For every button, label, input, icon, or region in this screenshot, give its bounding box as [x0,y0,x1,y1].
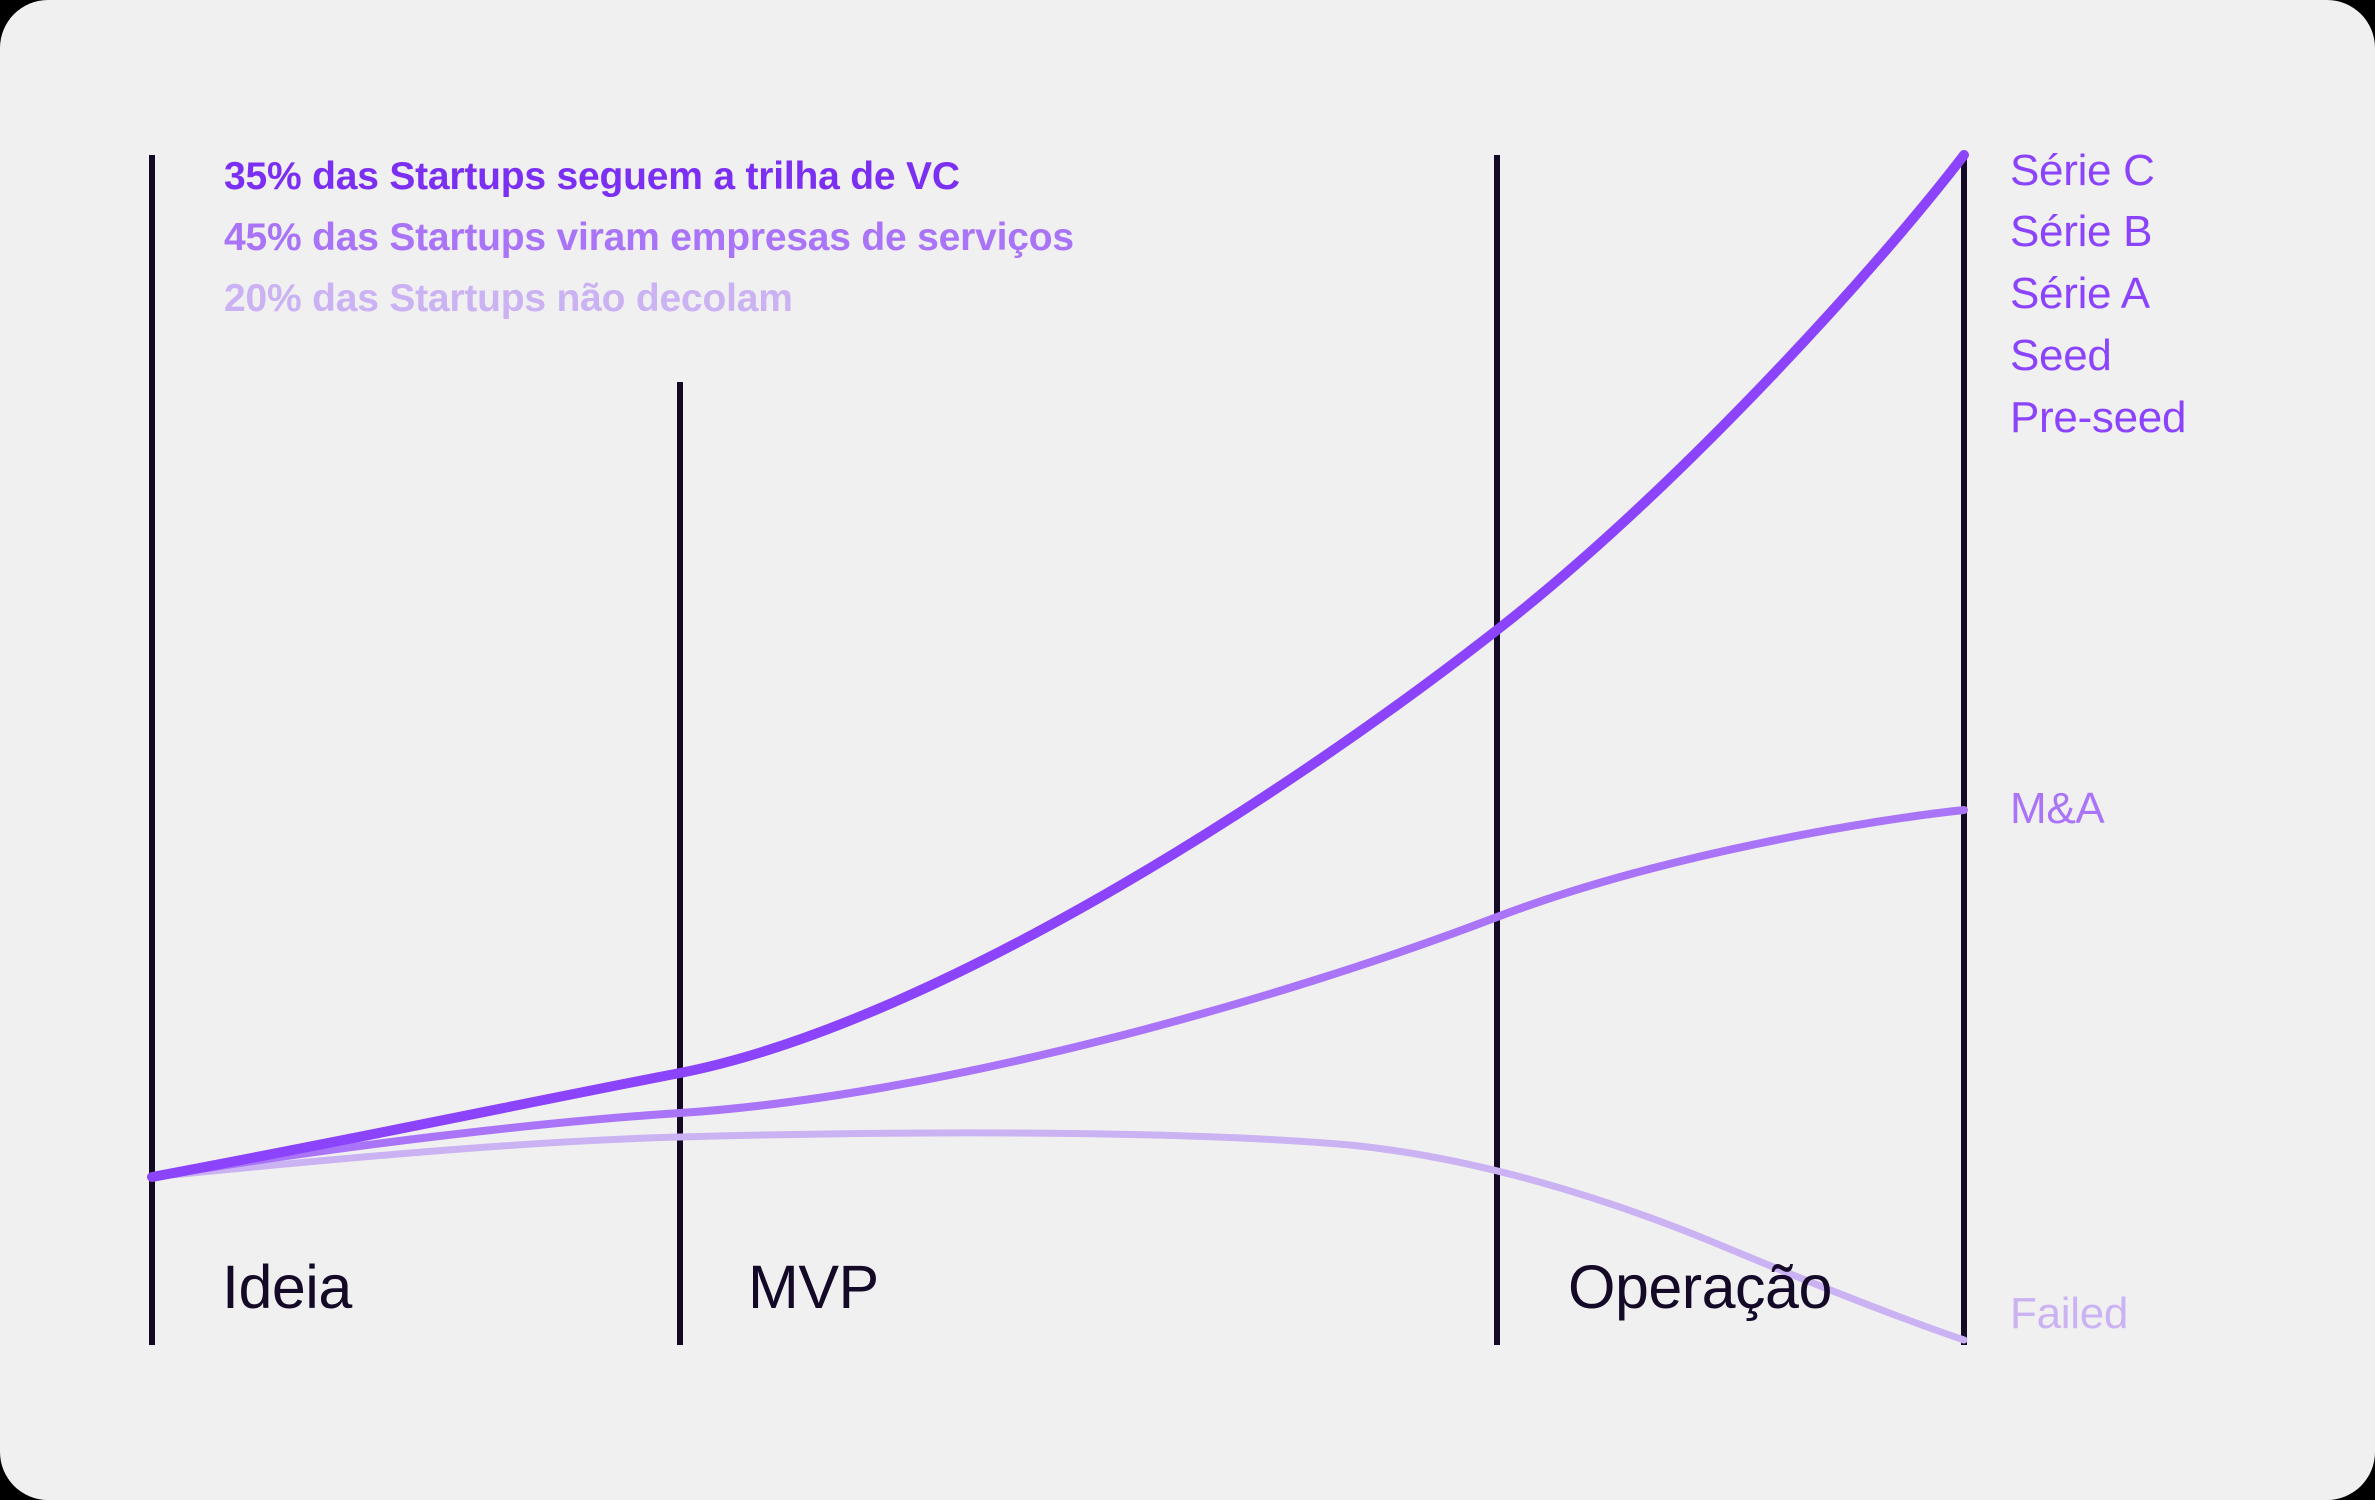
curve-services [148,806,1968,1181]
endpoint-label-serie-b: Série B [2010,207,2153,256]
annotation-services-track: 45% das Startups viram empresas de servi… [224,216,1074,259]
endpoint-label-pre-seed: Pre-seed [2010,393,2187,442]
endpoint-label-ma: M&A [2010,784,2105,833]
endpoint-label-failed: Failed [2010,1289,2129,1338]
annotation-failed-track: 20% das Startups não decolam [224,277,793,320]
endpoint-label-serie-c: Série C [2010,146,2155,195]
annotation-vc-track: 35% das Startups seguem a trilha de VC [224,155,960,198]
axis-lines [149,155,1967,1345]
endpoint-label-seed: Seed [2010,331,2112,380]
stage-label-ideia: Ideia [222,1253,352,1321]
data-curves [147,150,1969,1344]
curve-failed [148,1129,1968,1344]
stage-label-operacao: Operação [1568,1253,1832,1321]
curve-vc [147,150,1969,1182]
endpoint-label-serie-a: Série A [2010,269,2150,318]
stage-label-mvp: MVP [748,1253,879,1321]
